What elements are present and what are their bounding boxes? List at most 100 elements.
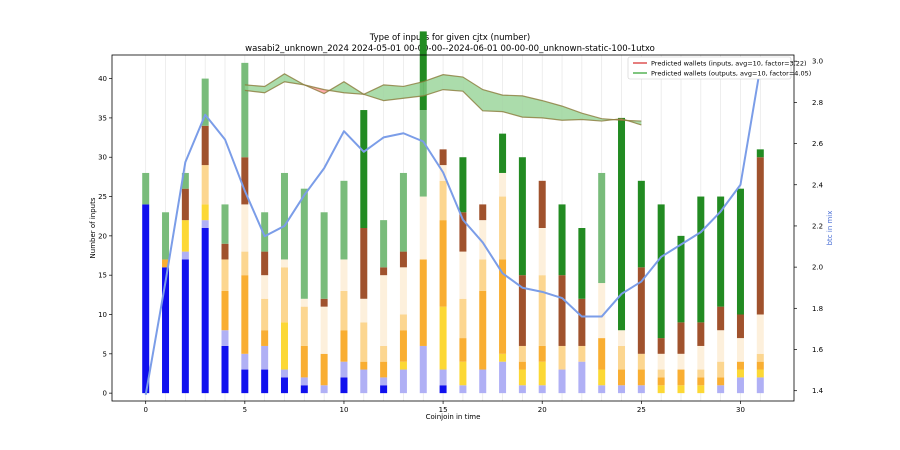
- bar-segment: [280, 267, 288, 323]
- bar-segment: [518, 369, 526, 386]
- bar-segment: [399, 369, 407, 394]
- y-axis: 0 5 10 15 20 25 30 35 40: [98, 75, 112, 398]
- bar-segment: [300, 298, 308, 307]
- bar-segment: [399, 251, 407, 268]
- bar-segment: [558, 369, 566, 394]
- bar-segment: [598, 283, 606, 339]
- bar-segment: [518, 385, 526, 394]
- bar-segment: [717, 306, 725, 331]
- bar-segment: [736, 369, 744, 378]
- y2-tick-label: 2.4: [812, 181, 824, 189]
- bar-segment: [261, 298, 269, 331]
- bar-segment: [697, 322, 705, 346]
- y-tick-label: 35: [98, 114, 107, 122]
- bar-segment: [697, 369, 705, 378]
- bar-segment: [399, 361, 407, 370]
- y-tick-label: 10: [98, 311, 107, 319]
- bar-segment: [419, 259, 427, 346]
- bar-segment: [736, 377, 744, 394]
- bar-segment: [261, 275, 269, 299]
- y2-tick-label: 1.6: [812, 346, 824, 354]
- bar-segment: [221, 290, 229, 331]
- y2-tick-label: 1.4: [812, 387, 824, 395]
- bar-segment: [736, 338, 744, 362]
- bar-segment: [181, 188, 189, 221]
- bar-segment: [300, 385, 308, 394]
- bar-segment: [618, 117, 626, 331]
- bar-segment: [538, 275, 546, 346]
- bar-segment: [538, 345, 546, 362]
- bar-segment: [221, 330, 229, 346]
- prediction-line: [244, 81, 642, 126]
- bar-segment: [518, 157, 526, 276]
- prediction-band: [264, 73, 285, 93]
- bar-segment: [162, 212, 170, 260]
- x-axis-label: Coinjoin in time: [426, 413, 481, 421]
- bar-segment: [241, 62, 249, 158]
- bar-segment: [499, 361, 507, 394]
- x-tick-label: 25: [637, 406, 646, 414]
- btc-in-mix-line: [144, 67, 762, 395]
- plot-area: [111, 54, 795, 402]
- bar-segment: [578, 361, 586, 394]
- y-tick-label: 20: [98, 232, 107, 240]
- bar-segment: [439, 180, 447, 221]
- y2-tick-label: 1.8: [812, 305, 823, 313]
- bar-segment: [598, 172, 606, 284]
- bar-segment: [261, 212, 269, 252]
- x-tick-label: 20: [538, 406, 547, 414]
- bar-segment: [399, 330, 407, 362]
- bar-segment: [756, 157, 764, 315]
- stacked-bars: [142, 31, 764, 394]
- bar-segment: [439, 149, 447, 166]
- bar-segment: [677, 235, 685, 323]
- bar-segment: [756, 377, 764, 394]
- bar-segment: [756, 314, 764, 354]
- bar-segment: [360, 322, 368, 362]
- bar-segment: [439, 385, 447, 394]
- bar-segment: [717, 330, 725, 362]
- y2-tick-label: 2.8: [812, 99, 823, 107]
- bar-segment: [300, 345, 308, 378]
- bar-segment: [459, 338, 467, 362]
- bar-segment: [241, 204, 249, 252]
- bar-segment: [538, 228, 546, 276]
- bar-segment: [657, 369, 665, 378]
- y2-axis-label: btc in mix: [826, 211, 834, 246]
- bar-segment: [637, 369, 645, 386]
- bar-segment: [618, 385, 626, 394]
- bar-segment: [618, 330, 626, 346]
- x-tick-label: 10: [339, 406, 348, 414]
- bar-segment: [360, 361, 368, 370]
- bar-segment: [538, 385, 546, 394]
- bar-segment: [221, 345, 229, 394]
- bar-segment: [499, 133, 507, 173]
- bar-segment: [241, 275, 249, 354]
- bar-segment: [618, 345, 626, 370]
- prediction-band: [542, 100, 563, 121]
- bar-segment: [538, 361, 546, 386]
- bar-segment: [261, 369, 269, 394]
- bar-segment: [657, 338, 665, 354]
- bar-segment: [419, 110, 427, 197]
- y-tick-label: 0: [103, 390, 107, 398]
- bar-segment: [598, 338, 606, 370]
- bar-segment: [340, 259, 348, 291]
- bar-segment: [697, 345, 705, 370]
- y2-tick-label: 2.6: [812, 140, 824, 148]
- legend-label-outputs: Predicted wallets (outputs, avg=10, fact…: [651, 70, 811, 78]
- bar-segment: [499, 172, 507, 197]
- legend: Predicted wallets (inputs, avg=10, facto…: [627, 56, 811, 80]
- bar-segment: [618, 369, 626, 386]
- bar-segment: [479, 220, 487, 260]
- prediction-band: [363, 84, 384, 101]
- x-axis: 0 5 10 15 20 25 30: [143, 401, 745, 414]
- bar-segment: [300, 377, 308, 386]
- bar-segment: [261, 251, 269, 276]
- prediction-band: [522, 95, 543, 118]
- bar-segment: [717, 385, 725, 394]
- y-tick-label: 15: [98, 272, 107, 280]
- bar-segment: [697, 196, 705, 323]
- bar-segment: [459, 157, 467, 213]
